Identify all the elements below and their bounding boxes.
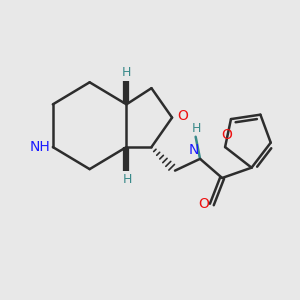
- Text: O: O: [221, 128, 232, 142]
- Text: NH: NH: [29, 140, 50, 154]
- Text: H: H: [122, 66, 131, 79]
- Text: O: O: [198, 197, 209, 212]
- Text: H: H: [122, 173, 132, 186]
- Text: O: O: [177, 109, 188, 123]
- Text: H: H: [191, 122, 201, 135]
- Text: N: N: [188, 143, 199, 158]
